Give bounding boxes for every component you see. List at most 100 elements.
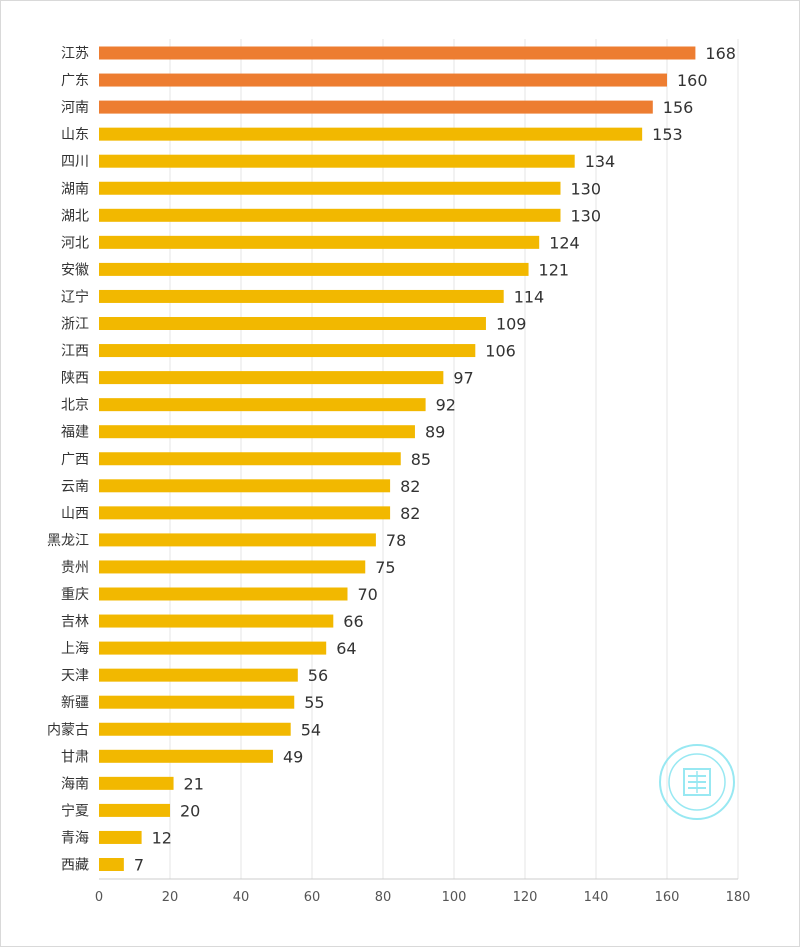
- value-label: 121: [539, 260, 570, 279]
- bar: [99, 668, 298, 682]
- x-tick-label: 160: [655, 890, 680, 905]
- bar: [99, 100, 653, 114]
- bar: [99, 614, 334, 628]
- value-label: 168: [705, 44, 736, 63]
- category-label: 广西: [61, 452, 89, 468]
- bar: [99, 344, 476, 358]
- category-label: 吉林: [61, 614, 89, 630]
- grid-lines: [169, 39, 739, 879]
- bar: [99, 722, 291, 736]
- value-label: 66: [343, 612, 363, 631]
- bar: [99, 235, 540, 249]
- bar: [99, 506, 391, 520]
- category-label: 山西: [61, 506, 89, 522]
- value-label: 82: [400, 504, 420, 523]
- bar: [99, 181, 561, 195]
- value-label: 75: [375, 558, 395, 577]
- value-label: 56: [308, 666, 328, 685]
- bar: [99, 858, 124, 871]
- value-label: 49: [283, 747, 303, 766]
- x-tick-label: 120: [513, 890, 538, 905]
- value-label: 130: [571, 206, 602, 225]
- bar: [99, 695, 295, 709]
- x-tick-label: 0: [95, 890, 103, 905]
- x-axis-ticks: 0 20 40 60 80 100 120 140 160 180: [95, 890, 751, 905]
- bars: [99, 46, 696, 871]
- value-label: 160: [677, 71, 708, 90]
- category-label: 宁夏: [61, 802, 89, 819]
- category-label: 江苏: [61, 46, 89, 62]
- category-label: 河北: [61, 235, 89, 251]
- value-label: 78: [386, 531, 406, 550]
- category-label: 新疆: [61, 695, 89, 711]
- x-tick-label: 60: [304, 890, 321, 905]
- bar: [99, 398, 426, 412]
- value-label: 21: [184, 774, 204, 793]
- bar: [99, 317, 486, 330]
- category-label: 青海: [61, 830, 89, 846]
- bar: [99, 641, 327, 655]
- value-label: 134: [585, 152, 616, 171]
- x-tick-label: 100: [442, 890, 467, 905]
- value-label: 55: [304, 693, 324, 712]
- category-label: 湖南: [61, 181, 89, 197]
- x-tick-label: 20: [162, 890, 179, 905]
- value-label: 97: [453, 369, 473, 388]
- bar: [99, 587, 348, 601]
- value-label: 85: [411, 450, 431, 469]
- bar: [99, 452, 401, 466]
- category-label: 浙江: [61, 317, 89, 333]
- category-label: 江西: [61, 344, 89, 360]
- value-label: 82: [400, 477, 420, 496]
- category-label: 四川: [61, 154, 89, 170]
- bar: [99, 127, 643, 141]
- x-tick-label: 40: [233, 890, 250, 905]
- value-label: 109: [496, 315, 527, 334]
- bar: [99, 803, 170, 817]
- category-label: 西藏: [61, 858, 89, 874]
- category-label: 甘肃: [61, 749, 89, 765]
- category-label: 安徽: [61, 262, 89, 278]
- category-label: 广东: [61, 73, 89, 89]
- category-label: 山东: [61, 127, 89, 143]
- category-label: 内蒙古: [47, 722, 89, 738]
- value-label: 156: [663, 98, 694, 117]
- bar: [99, 154, 575, 168]
- bar: [99, 46, 696, 60]
- category-label: 北京: [61, 398, 89, 414]
- value-label: 70: [358, 585, 378, 604]
- x-tick-label: 140: [584, 890, 609, 905]
- value-label: 114: [514, 287, 545, 306]
- value-label: 130: [571, 179, 602, 198]
- category-label: 上海: [61, 641, 89, 657]
- category-label: 河南: [61, 100, 89, 116]
- value-label: 12: [152, 828, 172, 847]
- value-label: 153: [652, 125, 683, 144]
- category-label: 贵州: [61, 560, 89, 576]
- value-label: 7: [134, 856, 144, 875]
- category-label: 黑龙江: [47, 533, 89, 549]
- bar: [99, 371, 444, 385]
- seal-stamp-icon: [659, 744, 735, 820]
- category-labels: 江苏广东河南山东四川湖南湖北河北安徽辽宁浙江江西陕西北京福建广西云南山西黑龙江贵…: [47, 46, 89, 874]
- value-label: 124: [549, 233, 580, 252]
- bar: [99, 479, 391, 493]
- bar: [99, 289, 504, 303]
- value-label: 64: [336, 639, 356, 658]
- value-label: 106: [485, 342, 516, 361]
- category-label: 重庆: [61, 587, 89, 603]
- bar: [99, 830, 142, 844]
- category-label: 陕西: [61, 371, 89, 387]
- value-labels: 168 160 156 153 134 130 130 124 121 114 109 106 97 92…: [134, 44, 736, 875]
- bar: [99, 776, 174, 790]
- category-label: 天津: [61, 668, 89, 684]
- x-tick-label: 180: [726, 890, 751, 905]
- bar: [99, 262, 529, 276]
- bar: [99, 533, 376, 547]
- bar: [99, 208, 561, 222]
- category-label: 福建: [61, 425, 89, 441]
- category-label: 海南: [61, 776, 89, 792]
- value-label: 89: [425, 423, 445, 442]
